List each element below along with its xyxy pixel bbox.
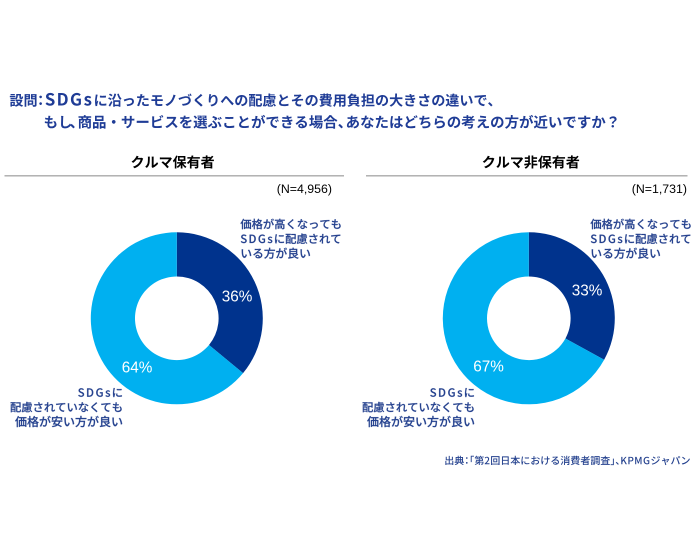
- svg-text:(N=1,731): (N=1,731): [632, 182, 687, 196]
- svg-text:36%: 36%: [222, 289, 253, 306]
- svg-text:64%: 64%: [122, 359, 153, 376]
- svg-text:(N=4,956): (N=4,956): [277, 182, 332, 196]
- svg-text:67%: 67%: [473, 359, 504, 376]
- svg-text:33%: 33%: [572, 283, 603, 300]
